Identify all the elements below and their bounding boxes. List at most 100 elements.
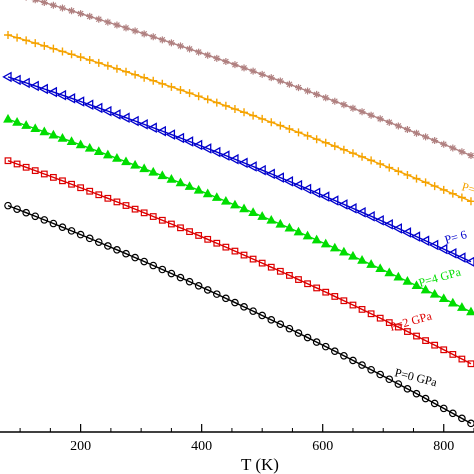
data-point bbox=[430, 182, 439, 191]
data-point bbox=[29, 80, 39, 92]
data-point bbox=[31, 39, 40, 48]
data-point bbox=[420, 284, 431, 294]
data-point bbox=[295, 276, 302, 283]
data-point bbox=[267, 263, 275, 271]
data-point bbox=[376, 115, 384, 123]
data-point bbox=[413, 129, 421, 137]
data-point bbox=[176, 273, 185, 282]
data-point bbox=[404, 328, 411, 335]
data-point bbox=[322, 94, 330, 102]
data-point bbox=[56, 89, 67, 101]
data-point bbox=[22, 208, 30, 217]
data-point bbox=[211, 192, 222, 201]
series-line bbox=[33, 0, 472, 157]
data-point bbox=[49, 219, 58, 228]
data-point bbox=[203, 286, 212, 294]
data-point bbox=[13, 160, 21, 168]
data-point bbox=[293, 226, 304, 236]
data-point bbox=[156, 125, 166, 137]
data-point bbox=[394, 323, 402, 331]
data-point bbox=[394, 380, 403, 388]
data-point bbox=[74, 96, 85, 107]
data-point bbox=[258, 259, 266, 267]
data-point bbox=[348, 149, 357, 158]
data-point bbox=[122, 202, 130, 209]
data-point bbox=[349, 301, 357, 309]
data-point bbox=[422, 337, 429, 345]
data-point bbox=[313, 284, 321, 292]
data-point bbox=[2, 71, 12, 83]
data-point bbox=[92, 102, 103, 114]
data-point bbox=[422, 133, 430, 141]
data-point bbox=[284, 222, 295, 232]
data-point bbox=[86, 12, 94, 20]
data-point bbox=[367, 310, 375, 318]
data-point bbox=[367, 156, 376, 165]
data-point bbox=[38, 83, 48, 95]
data-point bbox=[31, 167, 39, 175]
data-point bbox=[401, 227, 412, 238]
data-point bbox=[183, 136, 194, 147]
data-point bbox=[212, 98, 221, 107]
data-point bbox=[328, 195, 339, 206]
data-point bbox=[249, 307, 257, 315]
data-point bbox=[458, 355, 466, 363]
data-point bbox=[220, 150, 230, 161]
data-point bbox=[112, 153, 122, 162]
data-point bbox=[339, 145, 348, 154]
data-point bbox=[366, 259, 376, 268]
data-point bbox=[449, 144, 457, 152]
data-point bbox=[40, 41, 49, 50]
data-point bbox=[149, 33, 157, 41]
data-point bbox=[202, 188, 213, 198]
data-point bbox=[322, 288, 330, 296]
data-point bbox=[358, 108, 366, 116]
data-point bbox=[185, 277, 194, 286]
data-point bbox=[230, 105, 239, 114]
data-point bbox=[11, 74, 21, 86]
data-point bbox=[49, 1, 57, 9]
data-point bbox=[367, 111, 375, 119]
x-axis-label: T (K) bbox=[241, 455, 279, 474]
series-0 bbox=[4, 201, 474, 428]
data-point bbox=[102, 149, 113, 159]
data-point bbox=[456, 252, 466, 263]
series-line bbox=[7, 204, 472, 424]
data-point bbox=[157, 170, 168, 180]
x-tick-label: 800 bbox=[433, 439, 454, 454]
data-point bbox=[140, 257, 148, 266]
series-label: P=2 GPa bbox=[388, 308, 434, 334]
data-point bbox=[467, 419, 474, 428]
data-point bbox=[310, 187, 321, 199]
data-point bbox=[331, 347, 339, 355]
data-point bbox=[331, 97, 339, 105]
data-point bbox=[304, 280, 311, 288]
data-point bbox=[375, 263, 386, 273]
data-point bbox=[276, 121, 285, 130]
series-1 bbox=[4, 157, 474, 368]
data-point bbox=[140, 30, 148, 38]
data-point bbox=[267, 316, 276, 324]
data-point bbox=[122, 249, 130, 258]
data-point bbox=[85, 55, 94, 64]
data-point bbox=[349, 356, 357, 365]
data-point bbox=[249, 255, 257, 263]
data-point bbox=[20, 77, 30, 89]
data-point bbox=[65, 93, 76, 104]
data-point bbox=[393, 271, 404, 281]
data-point bbox=[467, 152, 474, 160]
data-point bbox=[75, 139, 86, 149]
data-point bbox=[166, 173, 177, 183]
data-point bbox=[276, 320, 285, 329]
data-point bbox=[220, 195, 231, 205]
data-point bbox=[292, 179, 303, 191]
data-point bbox=[349, 104, 357, 112]
data-point bbox=[437, 243, 448, 255]
data-point bbox=[167, 39, 175, 47]
data-point bbox=[222, 57, 230, 65]
x-tick-label: 600 bbox=[312, 439, 333, 454]
series-label: P=0 GPa bbox=[393, 365, 439, 389]
data-point bbox=[222, 294, 230, 303]
data-point bbox=[94, 58, 103, 67]
data-point bbox=[458, 414, 466, 423]
